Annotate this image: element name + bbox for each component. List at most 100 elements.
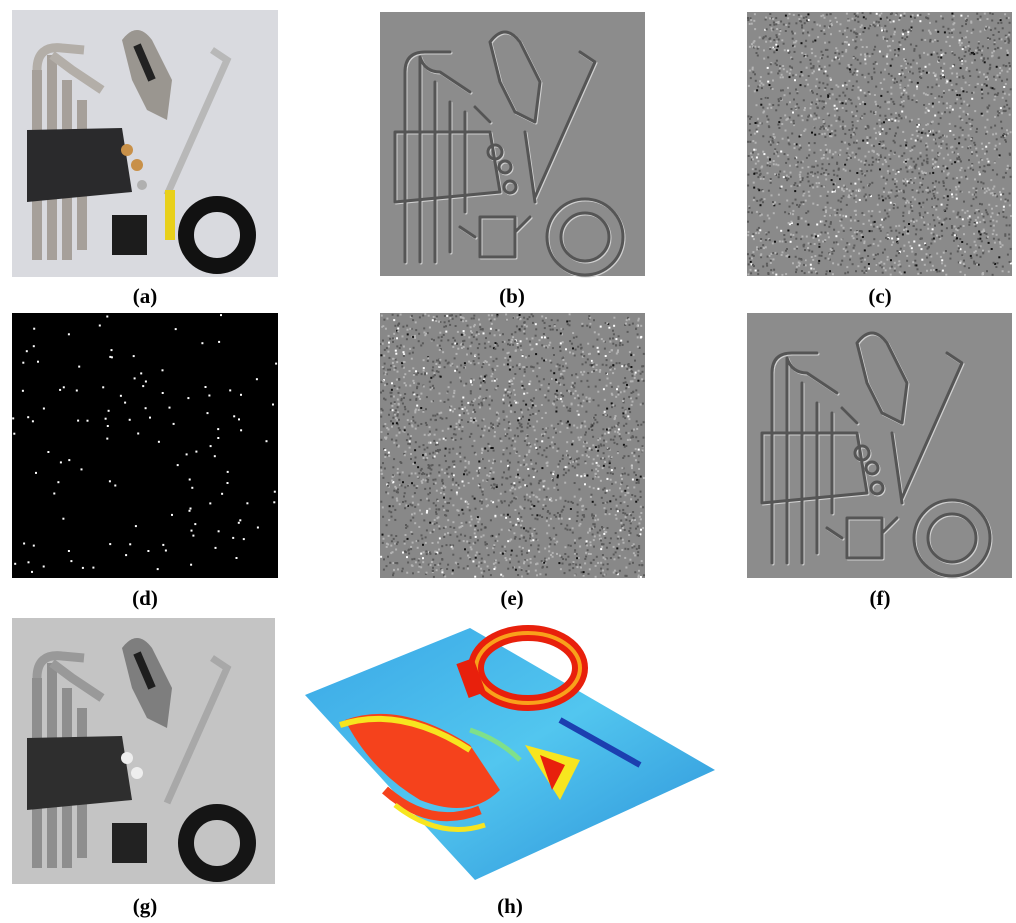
noise-pixel	[913, 95, 915, 97]
noise-pixel	[502, 453, 504, 455]
noise-pixel	[380, 556, 382, 558]
noise-pixel	[779, 67, 781, 69]
noise-pixel	[441, 479, 443, 481]
noise-pixel	[76, 390, 78, 392]
noise-pixel	[471, 334, 473, 336]
noise-pixel	[599, 529, 601, 531]
noise-pixel	[432, 452, 434, 454]
noise-pixel	[882, 252, 884, 254]
noise-pixel	[417, 476, 419, 478]
noise-pixel	[899, 17, 901, 19]
noise-pixel	[442, 351, 444, 353]
noise-pixel	[393, 365, 395, 367]
noise-pixel	[886, 17, 888, 19]
noise-pixel	[994, 41, 996, 43]
noise-pixel	[468, 472, 470, 474]
noise-pixel	[404, 408, 406, 410]
noise-pixel	[893, 33, 895, 35]
noise-pixel	[983, 230, 985, 232]
noise-pixel	[996, 94, 998, 96]
noise-pixel	[836, 98, 838, 100]
noise-pixel	[762, 266, 764, 268]
noise-pixel	[862, 12, 864, 14]
noise-pixel	[947, 199, 949, 201]
noise-pixel	[970, 246, 972, 248]
noise-pixel	[575, 564, 577, 566]
noise-pixel	[965, 60, 967, 62]
noise-pixel	[917, 139, 919, 141]
noise-pixel	[466, 354, 468, 356]
noise-pixel	[829, 13, 831, 15]
noise-pixel	[879, 133, 881, 135]
noise-pixel	[749, 70, 751, 72]
noise-pixel	[502, 553, 504, 555]
noise-pixel	[518, 422, 520, 424]
noise-pixel	[412, 572, 414, 574]
noise-pixel	[243, 538, 245, 540]
noise-pixel	[552, 436, 554, 438]
noise-pixel	[934, 240, 936, 242]
noise-pixel	[441, 418, 443, 420]
noise-pixel	[409, 353, 411, 355]
noise-pixel	[808, 180, 810, 182]
noise-pixel	[484, 360, 486, 362]
noise-pixel	[218, 341, 220, 343]
noise-pixel	[462, 397, 464, 399]
noise-pixel	[613, 554, 615, 556]
noise-pixel	[781, 254, 783, 256]
noise-pixel	[956, 177, 958, 179]
noise-pixel	[873, 68, 875, 70]
noise-pixel	[423, 457, 425, 459]
noise-pixel	[566, 390, 568, 392]
noise-pixel	[750, 272, 752, 274]
noise-pixel	[904, 88, 906, 90]
noise-pixel	[835, 47, 837, 49]
noise-pixel	[577, 515, 579, 517]
noise-pixel	[555, 432, 557, 434]
noise-pixel	[946, 143, 948, 145]
noise-pixel	[1002, 270, 1004, 272]
noise-pixel	[834, 209, 836, 211]
noise-pixel	[576, 450, 578, 452]
noise-pixel	[807, 173, 809, 175]
noise-pixel	[818, 65, 820, 67]
noise-pixel	[589, 326, 591, 328]
noise-pixel	[805, 40, 807, 42]
noise-pixel	[609, 429, 611, 431]
noise-pixel	[966, 243, 968, 245]
noise-pixel	[883, 191, 885, 193]
noise-pixel	[569, 313, 571, 315]
noise-pixel	[788, 222, 790, 224]
noise-pixel	[946, 147, 948, 149]
noise-pixel	[451, 573, 453, 575]
noise-pixel	[891, 58, 893, 60]
noise-pixel	[475, 508, 477, 510]
noise-pixel	[759, 229, 761, 231]
noise-pixel	[590, 544, 592, 546]
noise-pixel	[617, 431, 619, 433]
noise-pixel	[531, 400, 533, 402]
noise-pixel	[900, 14, 902, 16]
noise-pixel	[951, 84, 953, 86]
noise-pixel	[453, 474, 455, 476]
noise-pixel	[572, 465, 574, 467]
noise-pixel	[766, 121, 768, 123]
noise-pixel	[444, 455, 446, 457]
noise-pixel	[404, 486, 406, 488]
noise-pixel	[883, 267, 885, 269]
noise-pixel	[921, 39, 923, 41]
noise-pixel	[837, 209, 839, 211]
noise-pixel	[938, 218, 940, 220]
noise-pixel	[426, 498, 428, 500]
noise-pixel	[844, 142, 846, 144]
noise-pixel	[987, 106, 989, 108]
noise-pixel	[962, 134, 964, 136]
noise-pixel	[807, 31, 809, 33]
noise-pixel	[454, 357, 456, 359]
noise-pixel	[398, 419, 400, 421]
noise-pixel	[408, 423, 410, 425]
noise-pixel	[959, 107, 961, 109]
noise-pixel	[478, 333, 480, 335]
noise-pixel	[951, 193, 953, 195]
noise-pixel	[998, 112, 1000, 114]
